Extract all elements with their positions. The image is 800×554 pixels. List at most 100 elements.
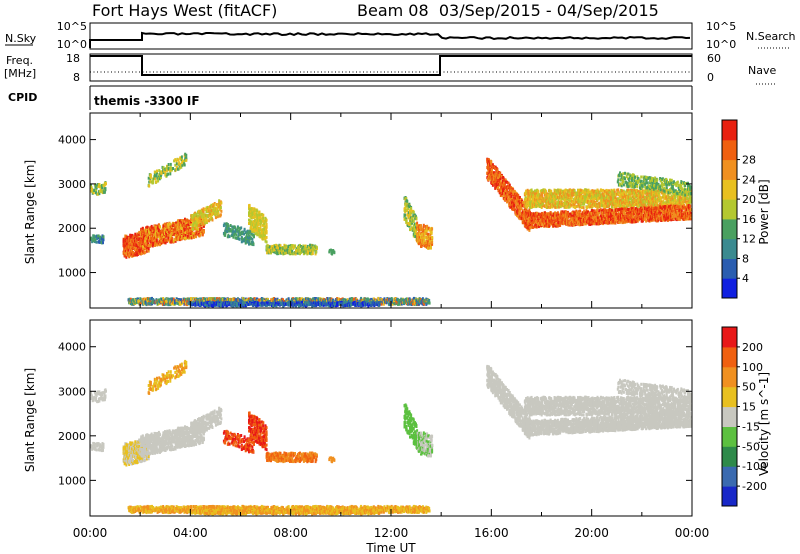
scatter-cell: [146, 225, 149, 229]
scatter-cell: [92, 239, 95, 243]
scatter-cell: [177, 231, 180, 234]
scatter-cell: [213, 203, 216, 207]
scatter-cell: [149, 173, 152, 177]
scatter-cell: [220, 209, 223, 213]
scatter-cell: [184, 152, 187, 156]
scatter-cell: [90, 186, 93, 190]
scatter-cell: [235, 233, 238, 237]
scatter-cell: [249, 236, 252, 240]
cpid-label: CPID: [8, 91, 37, 104]
scatter-cell: [144, 242, 147, 245]
scatter-cell: [231, 230, 234, 234]
scatter-cell: [125, 255, 128, 259]
scatter-cell: [179, 237, 182, 241]
scatter-cell: [241, 231, 244, 235]
scatter-cell: [159, 170, 162, 174]
scatter-cell: [236, 229, 239, 233]
scatter-cell: [219, 213, 222, 217]
scatter-cell: [176, 228, 179, 232]
scatter-cell: [209, 217, 212, 221]
scatter-cell: [175, 165, 178, 169]
scatter-cell: [231, 225, 234, 229]
scatter-cell: [582, 206, 585, 210]
scatter-cell: [129, 236, 132, 239]
scatter-cell: [157, 179, 160, 183]
scatter-cell: [94, 238, 97, 242]
scatter-cell: [315, 245, 318, 249]
scatter-cell: [164, 232, 166, 236]
scatter-cell: [179, 157, 182, 161]
scatter-cell: [140, 227, 143, 231]
scatter-cell: [178, 229, 181, 233]
scatter-cell: [226, 229, 229, 233]
scatter-cell: [128, 255, 131, 259]
scatter-cell: [193, 222, 196, 226]
scatter-cell: [162, 224, 165, 228]
scatter-cell: [219, 204, 222, 208]
scatter-cell: [226, 223, 229, 227]
scatter-cell: [234, 229, 237, 233]
scatter-cell: [178, 161, 181, 165]
scatter-cell: [160, 231, 163, 235]
scatter-cell: [259, 225, 262, 229]
scatter-cell: [140, 240, 143, 244]
scatter-cell: [184, 217, 186, 221]
nave-label: Nave: [748, 64, 776, 77]
nsky-label: N.Sky: [5, 32, 37, 45]
scatter-cell: [136, 239, 139, 243]
scatter-cell: [236, 227, 239, 231]
scatter-cell: [674, 195, 677, 199]
scatter-cell: [192, 231, 195, 235]
scatter-cell: [146, 237, 149, 241]
scatter-cell: [100, 238, 103, 242]
scatter-cell: [244, 231, 247, 235]
scatter-cell: [231, 233, 234, 237]
freq-tick-top: 18: [66, 52, 80, 65]
scatter-cell: [415, 216, 418, 220]
scatter-cell: [194, 231, 197, 235]
scatter-cell: [144, 237, 147, 241]
scatter-cell: [93, 188, 96, 192]
scatter-cell: [90, 183, 92, 187]
scatter-cell: [130, 246, 133, 249]
scatter-cell: [294, 244, 296, 248]
scatter-cell: [157, 233, 160, 237]
scatter-cell: [181, 163, 184, 167]
scatter-cell: [102, 235, 105, 239]
scatter-cell: [159, 237, 161, 240]
scatter-cell: [161, 240, 164, 244]
scatter-cell: [155, 174, 158, 178]
scatter-cell: [175, 159, 178, 163]
scatter-cell: [123, 249, 126, 253]
scatter-cell: [194, 227, 196, 231]
scatter-cell: [265, 235, 268, 239]
scatter-cell: [152, 177, 155, 181]
scatter-cell: [134, 253, 137, 257]
scatter-cell: [127, 252, 130, 256]
scatter-cell: [139, 250, 142, 254]
scatter-cell: [246, 238, 249, 242]
scatter-cell: [191, 235, 194, 239]
scatter-cell: [234, 231, 237, 235]
scatter-cell: [144, 240, 147, 244]
scatter-cell: [235, 236, 238, 240]
scatter-cell: [148, 239, 151, 242]
scatter-cell: [265, 231, 268, 235]
scatter-cell: [153, 170, 156, 174]
scatter-cell: [490, 168, 493, 172]
scatter-cell: [153, 173, 156, 177]
scatter-cell: [153, 175, 156, 179]
scatter-cell: [195, 223, 198, 227]
scatter-cell: [265, 222, 268, 226]
scatter-cell: [204, 221, 207, 225]
scatter-cell: [207, 209, 210, 213]
scatter-cell: [195, 212, 198, 216]
scatter-cell: [162, 166, 165, 170]
scatter-cell: [178, 166, 181, 170]
scatter-cell: [205, 206, 208, 210]
scatter-cell: [132, 239, 135, 243]
scatter-cell: [219, 206, 222, 210]
scatter-cell: [154, 170, 157, 174]
scatter-cell: [91, 188, 94, 191]
scatter-cell: [177, 220, 180, 224]
